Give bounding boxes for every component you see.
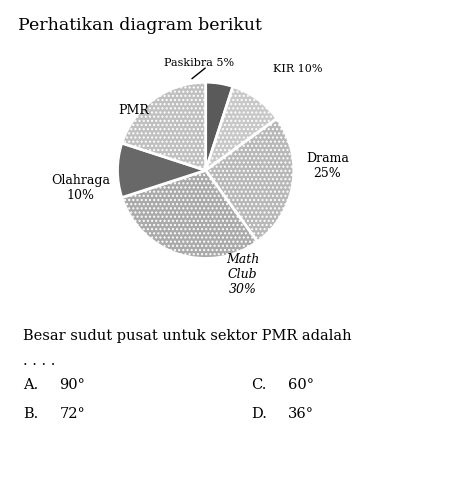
Text: 72°: 72° bbox=[59, 407, 85, 422]
Text: Perhatikan diagram berikut: Perhatikan diagram berikut bbox=[18, 17, 262, 34]
Text: D.: D. bbox=[251, 407, 267, 422]
Text: Drama
25%: Drama 25% bbox=[306, 152, 349, 180]
Wedge shape bbox=[117, 143, 206, 198]
Text: A.: A. bbox=[23, 378, 38, 392]
Text: C.: C. bbox=[251, 378, 267, 392]
Text: Paskibra 5%: Paskibra 5% bbox=[164, 58, 234, 68]
Text: KIR 10%: KIR 10% bbox=[273, 64, 323, 74]
Text: Math
Club
30%: Math Club 30% bbox=[226, 253, 259, 296]
Text: B.: B. bbox=[23, 407, 38, 422]
Wedge shape bbox=[206, 82, 233, 170]
Text: PMR: PMR bbox=[118, 104, 149, 117]
Text: 60°: 60° bbox=[288, 378, 314, 392]
Wedge shape bbox=[206, 119, 294, 242]
Wedge shape bbox=[206, 86, 277, 170]
Wedge shape bbox=[122, 170, 257, 259]
Text: 36°: 36° bbox=[288, 407, 314, 422]
Text: Besar sudut pusat untuk sektor PMR adalah: Besar sudut pusat untuk sektor PMR adala… bbox=[23, 329, 351, 344]
Text: Olahraga
10%: Olahraga 10% bbox=[51, 174, 110, 202]
Wedge shape bbox=[122, 82, 206, 170]
Text: 90°: 90° bbox=[59, 378, 85, 392]
Text: . . . .: . . . . bbox=[23, 354, 55, 368]
